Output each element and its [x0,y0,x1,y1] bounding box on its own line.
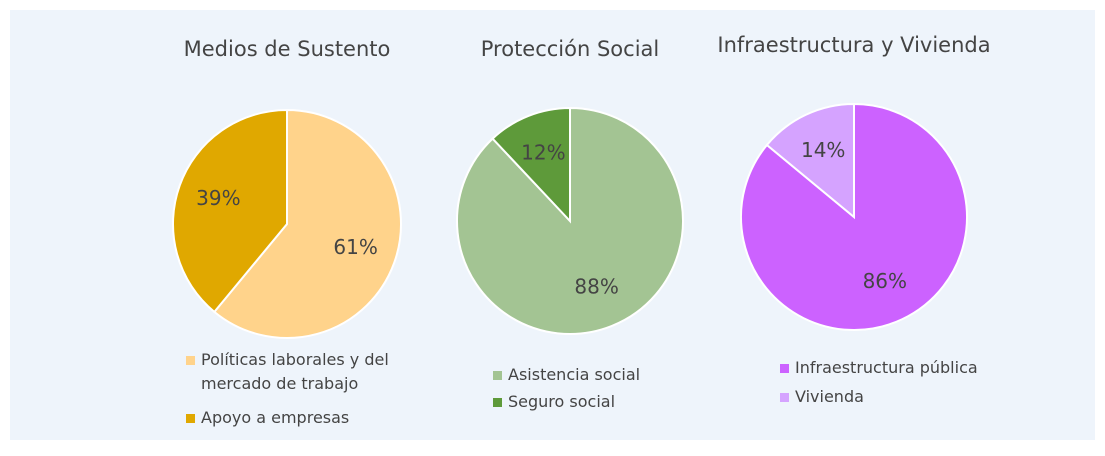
data-label: 12% [521,140,565,164]
legend-label: Políticas laborales y del mercado de tra… [201,350,389,393]
legend-swatch [780,364,789,373]
pie-slice [765,102,855,220]
pie-slice [172,108,288,314]
legend-label: Apoyo a empresas [201,408,350,427]
legend-item: Asistencia social [493,363,733,387]
legend-item: Políticas laborales y del mercado de tra… [186,348,426,396]
data-label: 14% [801,138,845,162]
legend-swatch [493,371,502,380]
legend-label: Infraestructura pública [795,358,978,377]
legend-label: Asistencia social [508,365,641,384]
legend-swatch [780,393,789,402]
data-label: 86% [863,269,907,293]
chart-title: Infraestructura y Vivienda [717,33,990,57]
chart-title: Protección Social [481,37,660,61]
pie-slice [212,108,402,339]
legend-item: Seguro social [493,390,733,414]
legend-item: Apoyo a empresas [186,406,426,430]
legend-label: Seguro social [508,392,616,411]
data-label: 39% [196,186,240,210]
data-label: 61% [333,235,377,259]
legend-swatch [186,414,195,423]
data-label: 88% [574,275,618,299]
chart-title: Medios de Sustento [184,37,391,61]
legend-label: Vivienda [795,387,864,406]
pie-slice [491,106,571,224]
legend-item: Vivienda [780,385,1020,409]
legend-swatch [186,356,195,365]
legend-swatch [493,398,502,407]
legend-item: Infraestructura pública [780,356,1020,380]
